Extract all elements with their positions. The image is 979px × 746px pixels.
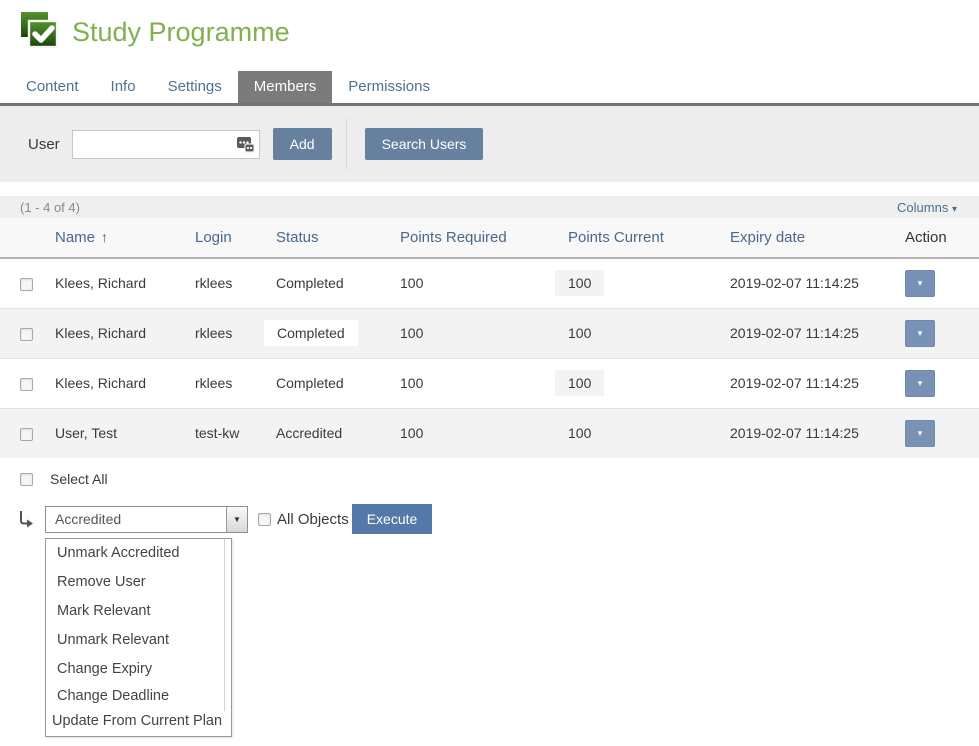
- cell-status: Accredited: [276, 425, 343, 442]
- table-row: Klees, Richard rklees Completed 100 100 …: [0, 308, 979, 358]
- tab-members[interactable]: Members: [237, 71, 333, 103]
- cell-status: Completed: [264, 320, 358, 346]
- cell-expiry-date: 2019-02-07 11:14:25: [730, 325, 859, 341]
- cell-points-current: 100: [555, 270, 605, 297]
- table-header-row: Name ↑ Login Status Points Required Point…: [0, 218, 979, 259]
- row-action-button[interactable]: ▾: [905, 369, 935, 397]
- tab-info[interactable]: Info: [110, 78, 136, 95]
- table-row: Klees, Richard rklees Completed 100 100 …: [0, 358, 979, 408]
- row-action-button[interactable]: ▾: [905, 419, 935, 447]
- cell-points-current: 100: [568, 425, 592, 442]
- cell-points-required: 100: [400, 425, 424, 442]
- cell-points-current: 100: [568, 325, 592, 341]
- option-unmark-accredited[interactable]: Unmark Accredited: [57, 545, 180, 561]
- cell-expiry-date: 2019-02-07 11:14:25: [730, 375, 859, 391]
- bulk-action-row: Accredited ▼ All Objects Execute: [0, 500, 979, 538]
- option-change-expiry[interactable]: Change Expiry: [57, 661, 153, 677]
- cell-login: rklees: [195, 275, 233, 292]
- row-checkbox[interactable]: [20, 428, 33, 442]
- option-mark-relevant[interactable]: Mark Relevant: [57, 603, 151, 619]
- row-action-button[interactable]: ▾: [905, 269, 935, 297]
- autocomplete-icon: [236, 136, 255, 153]
- apply-to-selection-arrow-icon: [20, 511, 33, 528]
- cell-login: rklees: [195, 375, 233, 391]
- page-header: Study Programme: [0, 0, 979, 56]
- caret-down-icon: ▾: [917, 277, 923, 288]
- row-checkbox[interactable]: [20, 377, 33, 391]
- row-checkbox[interactable]: [20, 278, 33, 292]
- tab-bar: Content Info Settings Members Permission…: [0, 71, 979, 103]
- cell-points-current: 100: [555, 370, 605, 396]
- tab-underline: [0, 103, 979, 106]
- column-header-points-current[interactable]: Points Current: [553, 218, 715, 259]
- cell-name: User, Test: [55, 425, 117, 442]
- row-action-button[interactable]: ▾: [905, 319, 935, 347]
- table-row: Klees, Richard rklees Completed 100 100 …: [0, 258, 979, 308]
- bulk-action-select[interactable]: Accredited ▼: [45, 505, 248, 533]
- select-all-label: Select All: [50, 471, 108, 487]
- cell-name: Klees, Richard: [55, 325, 147, 341]
- caret-down-icon: ▾: [917, 427, 923, 438]
- user-input[interactable]: [71, 129, 260, 159]
- pagination-bar: (1 - 4 of 4) Columns ▾: [0, 196, 979, 218]
- all-objects-label: All Objects: [277, 510, 349, 528]
- select-all-row: Select All: [0, 458, 979, 500]
- user-label: User: [28, 135, 60, 153]
- sort-asc-icon: ↑: [101, 229, 109, 245]
- tab-settings[interactable]: Settings: [167, 78, 222, 95]
- page-title: Study Programme: [72, 16, 290, 47]
- execute-button[interactable]: Execute: [351, 504, 433, 534]
- column-header-action: Action: [891, 218, 979, 259]
- result-range: (1 - 4 of 4): [20, 199, 80, 215]
- columns-label: Columns: [897, 199, 949, 215]
- select-dropdown-button[interactable]: ▼: [226, 506, 247, 532]
- user-toolbar: User Add Search Users: [0, 106, 979, 182]
- select-all-checkbox[interactable]: [20, 472, 33, 486]
- header-checkbox-spacer: [0, 218, 38, 259]
- option-remove-user[interactable]: Remove User: [57, 574, 146, 590]
- column-header-status[interactable]: Status: [260, 218, 385, 259]
- cell-name: Klees, Richard: [55, 275, 147, 292]
- bulk-action-dropdown-list: Unmark Accredited Remove User Mark Relev…: [45, 538, 232, 737]
- toolbar-divider: [345, 118, 347, 170]
- select-arrow-icon: ▼: [233, 514, 241, 524]
- cell-status: Completed: [276, 375, 344, 391]
- table-row: User, Test test-kw Accredited 100 100 20…: [0, 408, 979, 458]
- tab-content[interactable]: Content: [26, 78, 79, 95]
- spacer: [0, 182, 979, 196]
- cell-login: test-kw: [195, 425, 240, 442]
- option-update-from-current-plan[interactable]: Update From Current Plan: [52, 713, 223, 729]
- row-checkbox[interactable]: [20, 327, 33, 341]
- chevron-down-icon: ▾: [951, 203, 957, 215]
- column-header-expiry-date[interactable]: Expiry date: [715, 218, 891, 259]
- cell-points-required: 100: [400, 325, 424, 341]
- column-header-points-required[interactable]: Points Required: [385, 218, 553, 259]
- members-table: Name ↑ Login Status Points Required Point…: [0, 218, 979, 458]
- caret-down-icon: ▾: [917, 377, 923, 388]
- option-change-deadline[interactable]: Change Deadline: [57, 688, 170, 704]
- cell-points-required: 100: [400, 275, 424, 292]
- column-header-login[interactable]: Login: [180, 218, 260, 259]
- all-objects-checkbox[interactable]: [258, 512, 271, 526]
- bulk-action-selected-value: Accredited: [55, 511, 122, 527]
- cell-points-required: 100: [400, 375, 424, 391]
- cell-login: rklees: [195, 325, 233, 341]
- cell-status: Completed: [276, 275, 344, 292]
- study-programme-icon: [21, 12, 59, 49]
- columns-selector[interactable]: Columns ▾: [897, 200, 957, 215]
- tab-permissions[interactable]: Permissions: [348, 78, 430, 95]
- add-button[interactable]: Add: [272, 128, 332, 160]
- cell-expiry-date: 2019-02-07 11:14:25: [730, 425, 859, 442]
- column-header-name[interactable]: Name ↑: [38, 218, 180, 259]
- cell-name: Klees, Richard: [55, 375, 147, 391]
- option-unmark-relevant[interactable]: Unmark Relevant: [57, 632, 170, 648]
- caret-down-icon: ▾: [917, 327, 923, 338]
- search-users-button[interactable]: Search Users: [364, 128, 484, 160]
- cell-expiry-date: 2019-02-07 11:14:25: [730, 275, 859, 292]
